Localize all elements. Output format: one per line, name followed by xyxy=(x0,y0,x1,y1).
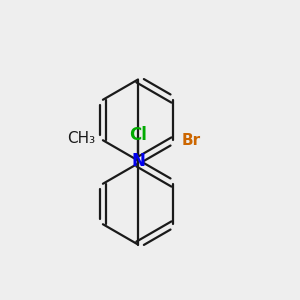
Text: N: N xyxy=(131,152,145,169)
Text: CH₃: CH₃ xyxy=(67,131,95,146)
Text: Br: Br xyxy=(182,133,201,148)
Text: Cl: Cl xyxy=(129,126,147,144)
